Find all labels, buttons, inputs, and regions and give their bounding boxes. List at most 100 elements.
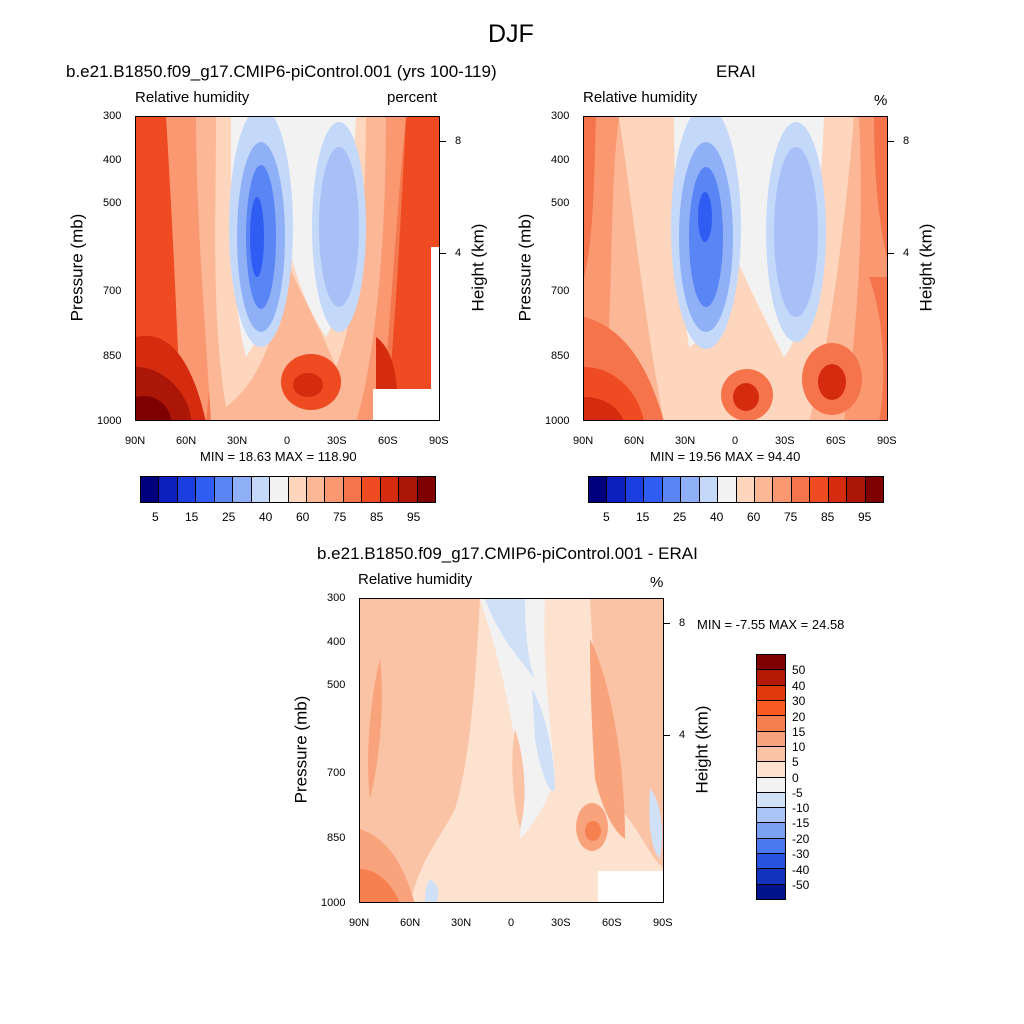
colorbar-swatch — [757, 716, 785, 732]
colorbar-swatch — [791, 477, 811, 502]
y-tick-label: 500 — [327, 679, 346, 691]
colorbar-label: 25 — [673, 510, 687, 524]
colorbar-swatch — [757, 808, 785, 824]
units-label: % — [650, 574, 664, 591]
colorbar-label: 30 — [792, 694, 806, 708]
height-tick-label: 4 — [903, 247, 910, 259]
y-axis-label-right: Height (km) — [468, 223, 488, 312]
x-tick-label: 60N — [624, 435, 645, 447]
colorbar-swatch — [828, 477, 848, 502]
colorbar-label: 5 — [152, 510, 159, 524]
colorbar-swatch — [233, 477, 252, 502]
colorbar-label: 40 — [710, 510, 724, 524]
colorbar-swatch — [177, 477, 197, 502]
colorbar-label: 15 — [636, 510, 650, 524]
variable-label: Relative humidity — [358, 571, 473, 588]
panel-title: ERAI — [716, 62, 756, 81]
colorbar-swatch — [399, 477, 418, 502]
colorbar-swatch — [681, 477, 700, 502]
colorbar-swatch — [810, 477, 829, 502]
colorbar-label: 40 — [792, 679, 806, 693]
colorbar-label: -5 — [792, 786, 803, 800]
x-tick-label: 60N — [400, 917, 421, 929]
colorbar-label: 10 — [792, 740, 806, 754]
colorbar-label: 85 — [821, 510, 835, 524]
colorbar-swatch — [343, 477, 363, 502]
colorbar-swatch — [159, 477, 178, 502]
colorbar-swatch — [865, 477, 883, 502]
y-tick-label: 700 — [551, 285, 570, 297]
y-axis-label: Pressure (mb) — [291, 695, 311, 804]
variable-label: Relative humidity — [135, 89, 250, 106]
colorbar-swatch — [306, 477, 326, 502]
y-tick-label: 300 — [551, 110, 570, 122]
right-tick-mark — [440, 141, 446, 142]
colorbar-label: 5 — [792, 755, 799, 769]
right-tick-mark — [888, 253, 894, 254]
contour-plot — [583, 116, 888, 421]
colorbar-swatch — [757, 777, 785, 793]
y-tick-label: 850 — [327, 832, 346, 844]
colorbar-swatch — [251, 477, 271, 502]
height-tick-label: 8 — [679, 617, 686, 629]
colorbar-swatch — [699, 477, 719, 502]
x-tick-label: 30N — [451, 917, 472, 929]
contour-plot — [359, 598, 664, 903]
colorbar-label: 25 — [222, 510, 236, 524]
x-tick-label: 60S — [602, 917, 622, 929]
right-tick-mark — [664, 735, 670, 736]
height-tick-label: 4 — [455, 247, 462, 259]
x-tick-label: 60S — [378, 435, 398, 447]
colorbar-label: 60 — [747, 510, 761, 524]
colorbar-swatch — [754, 477, 774, 502]
colorbar-swatch — [757, 884, 785, 899]
height-tick-label: 8 — [455, 135, 462, 147]
colorbar-swatch — [757, 746, 785, 763]
panel-title: b.e21.B1850.f09_g17.CMIP6-piControl.001 … — [66, 62, 497, 81]
colorbar-label: -50 — [792, 878, 810, 892]
x-tick-label: 30S — [775, 435, 795, 447]
colorbar-swatch — [757, 838, 785, 855]
colorbar-swatch — [141, 477, 160, 502]
y-tick-label: 500 — [551, 197, 570, 209]
y-tick-label: 400 — [551, 154, 570, 166]
colorbar-label: 40 — [259, 510, 273, 524]
colorbar-swatch — [325, 477, 344, 502]
colorbar-label: 20 — [792, 710, 806, 724]
colorbar-swatch — [589, 477, 608, 502]
colorbar-swatch — [757, 792, 785, 809]
x-tick-label: 90S — [877, 435, 897, 447]
colorbar — [588, 476, 884, 503]
x-tick-label: 90N — [349, 917, 370, 929]
colorbar-label: -10 — [792, 801, 810, 815]
colorbar-swatch — [362, 477, 381, 502]
colorbar-swatch — [607, 477, 626, 502]
x-tick-label: 90S — [653, 917, 673, 929]
y-tick-label: 400 — [327, 636, 346, 648]
panel-title: b.e21.B1850.f09_g17.CMIP6-piControl.001 … — [317, 544, 698, 563]
y-axis-label: Pressure (mb) — [67, 213, 87, 322]
figure-title: DJF — [488, 20, 534, 48]
height-tick-label: 4 — [679, 729, 686, 741]
y-tick-label: 1000 — [321, 897, 346, 909]
colorbar-swatch — [757, 823, 785, 839]
colorbar-label: 60 — [296, 510, 310, 524]
y-axis-label: Pressure (mb) — [515, 213, 535, 322]
right-tick-mark — [888, 141, 894, 142]
min-max-stats: MIN = 19.56 MAX = 94.40 — [650, 449, 801, 464]
colorbar-swatch — [288, 477, 307, 502]
x-tick-label: 0 — [508, 917, 515, 929]
colorbar-swatch — [214, 477, 234, 502]
y-axis-label-right: Height (km) — [916, 223, 936, 312]
colorbar-swatch — [625, 477, 645, 502]
colorbar-label: 5 — [603, 510, 610, 524]
units-label: percent — [387, 89, 438, 106]
colorbar-swatch — [196, 477, 215, 502]
colorbar-label: 85 — [370, 510, 384, 524]
colorbar-swatch — [417, 477, 435, 502]
height-tick-label: 8 — [903, 135, 910, 147]
colorbar-swatch — [757, 731, 785, 747]
colorbar-swatch — [757, 670, 785, 686]
colorbar-swatch — [757, 685, 785, 701]
colorbar-swatch — [736, 477, 755, 502]
